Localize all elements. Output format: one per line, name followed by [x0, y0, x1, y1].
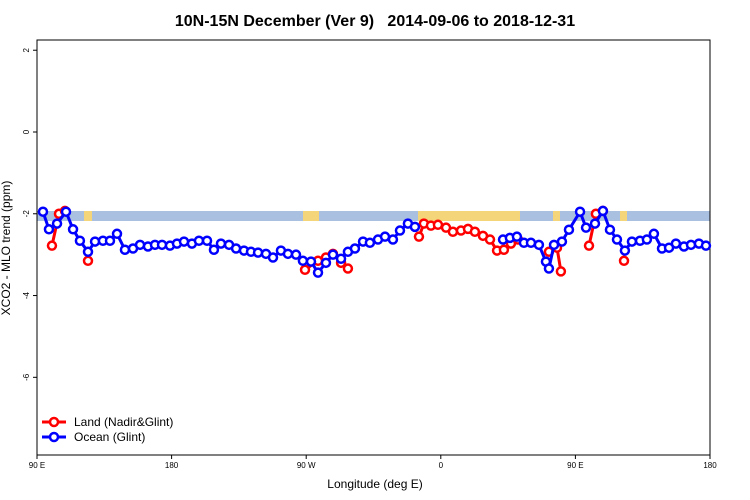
point [580, 222, 592, 233]
point [394, 225, 406, 236]
point [511, 231, 523, 242]
point [320, 257, 332, 269]
point [193, 235, 205, 247]
point [104, 235, 116, 247]
point [111, 228, 123, 240]
point [498, 244, 510, 255]
point [611, 234, 623, 245]
point [215, 238, 227, 249]
point [387, 234, 399, 245]
point [60, 206, 72, 217]
point [409, 221, 421, 233]
point [469, 226, 481, 238]
point [641, 234, 653, 245]
point [312, 267, 324, 278]
point [700, 240, 712, 251]
point [327, 249, 339, 260]
y-axis-label: XCO2 - MLO trend (ppm) [0, 181, 13, 316]
point [604, 224, 616, 235]
point [134, 239, 146, 251]
point [626, 236, 638, 247]
point [37, 206, 49, 217]
x-tick-label: 90 W [297, 461, 316, 470]
point [432, 219, 444, 231]
map-strip [37, 211, 710, 221]
point [543, 263, 555, 274]
point [556, 236, 568, 247]
x-tick-label: 90 E [567, 461, 583, 470]
point [349, 243, 361, 254]
point [563, 224, 575, 235]
x-tick-label: 180 [703, 461, 717, 470]
x-tick-label: 0 [439, 461, 444, 470]
point [685, 239, 697, 251]
point [119, 244, 131, 255]
legend-marker [48, 416, 60, 428]
point [583, 240, 595, 251]
y-tick-label: 0 [22, 129, 31, 134]
y-tick-label: 2 [22, 47, 31, 52]
legend-marker [48, 431, 60, 443]
point [67, 224, 79, 235]
point [335, 253, 347, 264]
ocean-strip [37, 211, 710, 221]
y-tick-label: -6 [22, 373, 31, 381]
point [533, 239, 545, 251]
point [447, 226, 459, 238]
point [305, 256, 317, 267]
point [574, 206, 586, 217]
x-tick-label: 180 [165, 461, 179, 470]
point [413, 231, 425, 242]
point [342, 263, 354, 274]
x-axis-label: Longitude (deg E) [327, 477, 422, 491]
point [648, 228, 660, 240]
point [282, 248, 294, 260]
land-patch [303, 211, 319, 221]
y-tick-label: -2 [22, 210, 31, 218]
point [364, 237, 376, 249]
x-tick-label: 90 E [29, 461, 45, 470]
point [267, 252, 279, 263]
land-patch [418, 211, 520, 221]
point [589, 218, 601, 229]
land-patch [620, 211, 627, 221]
legend-label: Land (Nadir&Glint) [74, 415, 173, 429]
point [74, 235, 86, 247]
point [46, 240, 58, 251]
point [597, 205, 609, 217]
legend-label: Ocean (Glint) [74, 430, 145, 444]
series [37, 205, 712, 278]
y-tick-label: -4 [22, 291, 31, 299]
chart-title: 10N-15N December (Ver 9) 2014-09-06 to 2… [175, 13, 575, 30]
point [618, 255, 630, 267]
point [670, 238, 682, 249]
point [484, 234, 496, 245]
point [299, 264, 311, 276]
point [43, 224, 55, 235]
land-patch [84, 211, 92, 221]
point [297, 255, 309, 267]
point [555, 266, 567, 277]
point [252, 247, 264, 258]
point [208, 244, 220, 255]
point [290, 249, 302, 260]
point [51, 218, 63, 229]
point [82, 255, 94, 267]
land-patch [553, 211, 560, 221]
point [82, 246, 94, 258]
point [201, 235, 213, 247]
point [619, 245, 631, 256]
